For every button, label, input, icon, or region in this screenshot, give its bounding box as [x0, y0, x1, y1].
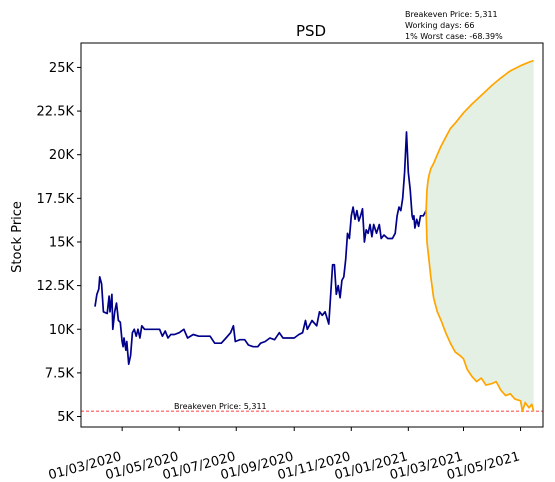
y-axis-title: Stock Price	[10, 201, 25, 273]
y-tick-label: 20K	[49, 148, 75, 163]
y-tick-label: 7.5K	[45, 366, 75, 381]
y-tick-label: 22.5K	[37, 105, 75, 120]
y-tick-label: 5K	[57, 410, 74, 425]
breakeven-label: Breakeven Price: 5,311	[174, 402, 267, 411]
confidence-band-layer	[426, 60, 534, 412]
historical-price-line	[94, 131, 427, 366]
confidence-band-area	[426, 60, 534, 412]
y-tick-label: 25K	[49, 61, 75, 76]
annotation-breakeven: Breakeven Price: 5,311	[405, 10, 498, 19]
y-tick-label: 15K	[49, 235, 75, 250]
chart-title: PSD	[296, 22, 326, 40]
plot-frame	[80, 42, 544, 428]
y-tick-label: 12.5K	[37, 279, 75, 294]
y-tick-label: 17.5K	[37, 192, 75, 207]
projection-lower-line	[425, 210, 535, 413]
annotation-worst-case: 1% Worst case: -68.39%	[405, 32, 503, 41]
annotation-working-days: Working days: 66	[405, 21, 474, 30]
projection-upper-line	[425, 59, 534, 211]
series-layer	[94, 59, 535, 413]
x-axis: 01/03/202001/05/202001/07/202001/09/2020…	[47, 427, 522, 482]
y-tick-label: 10K	[49, 323, 75, 338]
y-axis: 5K 7.5K 10K 12.5K 15K 17.5K 20K 22.5K 25K	[37, 61, 81, 425]
